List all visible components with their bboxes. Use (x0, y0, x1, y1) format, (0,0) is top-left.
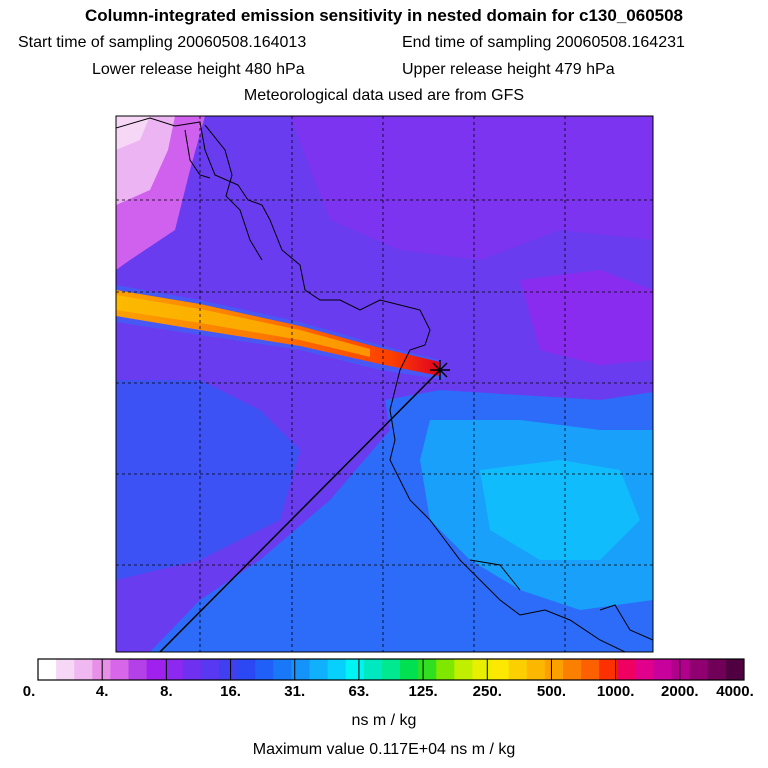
grid-lines (116, 116, 653, 652)
release-point-marker (430, 360, 450, 380)
colorbar-tick-label: 0. (22, 683, 36, 700)
colorbar-swatch (327, 659, 347, 680)
end-time-label: End time of sampling (402, 34, 552, 51)
coastline (116, 117, 626, 652)
colorbar-swatch (128, 659, 148, 680)
colorbar-swatch (436, 659, 455, 680)
colorbar-swatch (490, 659, 510, 680)
colorbar-swatch (689, 659, 709, 680)
upper-release-line: Upper release height 479 hPa (402, 61, 615, 79)
colorbar-swatch (381, 659, 401, 680)
flight-track (159, 369, 441, 652)
colorbar-tick-label: 4000. (716, 683, 754, 700)
end-time-value: 20060508.164231 (555, 34, 685, 51)
colorbar-swatch (562, 659, 582, 680)
colorbar-swatch (309, 659, 329, 680)
colorbar-swatch (526, 659, 546, 680)
colorbar-tick-label: 31. (284, 683, 306, 700)
start-time-label: Start time of sampling (18, 34, 173, 51)
colorbar-tick-label: 250. (472, 683, 502, 700)
maximum-value-line: Maximum value 0.117E+04 ns m / kg (0, 741, 768, 759)
colorbar-swatch (255, 659, 274, 680)
colorbar-swatch (472, 659, 492, 680)
start-time-line: Start time of sampling 20060508.164013 (18, 34, 306, 52)
colorbar-swatch (182, 659, 202, 680)
colorbar-swatch (707, 659, 727, 680)
colorbar-tick-label: 2000. (661, 683, 699, 700)
north-violet-region (290, 116, 653, 260)
chart-title: Column-integrated emission sensitivity i… (84, 6, 684, 25)
colorbar-swatch (164, 659, 184, 680)
south-west-blue-region (116, 380, 300, 580)
upper-release-label: Upper release height (402, 61, 551, 78)
colorbar-swatch (544, 659, 564, 680)
colorbar-swatch (400, 659, 419, 680)
south-coast (599, 604, 653, 641)
colorbar-swatch (38, 659, 57, 680)
colorbar-swatch (56, 659, 75, 680)
colorbar-swatch (110, 659, 130, 680)
east-violet-region (520, 270, 653, 365)
colorbar-swatch (617, 659, 636, 680)
colorbar-swatch (581, 659, 600, 680)
colorbar (38, 659, 745, 680)
colorbar-tick-label: 125. (408, 683, 438, 700)
colorbar-swatch (74, 659, 93, 680)
colorbar-swatch (671, 659, 691, 680)
map-frame (115, 115, 654, 653)
colorbar-frame (37, 658, 745, 681)
baja-coast (184, 129, 211, 179)
colorbar-swatch (599, 659, 618, 680)
colorbar-swatch (454, 659, 473, 680)
colorbar-tick-label: 16. (220, 683, 241, 700)
colorbar-swatch (635, 659, 654, 680)
colorbar-tick-label: 1000. (596, 683, 635, 700)
maximum-value-units: ns m / kg (450, 741, 516, 758)
colorbar-swatch (146, 659, 166, 680)
south-east-bright-cyan-region (480, 460, 640, 560)
colorbar-swatch (92, 659, 111, 680)
upper-release-value: 479 hPa (555, 61, 615, 78)
colorbar-swatch (273, 659, 292, 680)
maximum-value-number: 0.117E+04 (369, 741, 446, 758)
lower-release-line: Lower release height 480 hPa (92, 61, 305, 79)
colorbar-swatch (725, 659, 745, 680)
plume-yellow-band (116, 295, 370, 357)
north-west-lightest-region (116, 116, 150, 150)
colorbar-swatch (508, 659, 528, 680)
colorbar-tick-label: 8. (160, 683, 173, 700)
colorbar-swatch (653, 659, 673, 680)
gulf-coast (204, 124, 263, 261)
colorbar-swatch (291, 659, 311, 680)
colorbar-swatch (363, 659, 383, 680)
lower-release-value: 480 hPa (245, 61, 305, 78)
colorbar-swatch (219, 659, 238, 680)
colorbar-swatch (200, 659, 220, 680)
met-data-line: Meteorological data used are from GFS (243, 87, 525, 104)
start-time-value: 20060508.164013 (177, 34, 307, 51)
colorbar-swatch (237, 659, 256, 680)
colorbar-tick-label: 500. (536, 683, 567, 700)
maximum-value-label: Maximum value (252, 741, 365, 758)
colorbar-swatch (345, 659, 365, 680)
colorbar-swatch (418, 659, 437, 680)
lower-release-label: Lower release height (92, 61, 241, 78)
end-time-line: End time of sampling 20060508.164231 (402, 34, 685, 52)
colorbar-tick-label: 63. (348, 683, 370, 700)
colorbar-units: ns m / kg (351, 712, 417, 729)
colorbar-tick-label: 4. (95, 683, 109, 700)
